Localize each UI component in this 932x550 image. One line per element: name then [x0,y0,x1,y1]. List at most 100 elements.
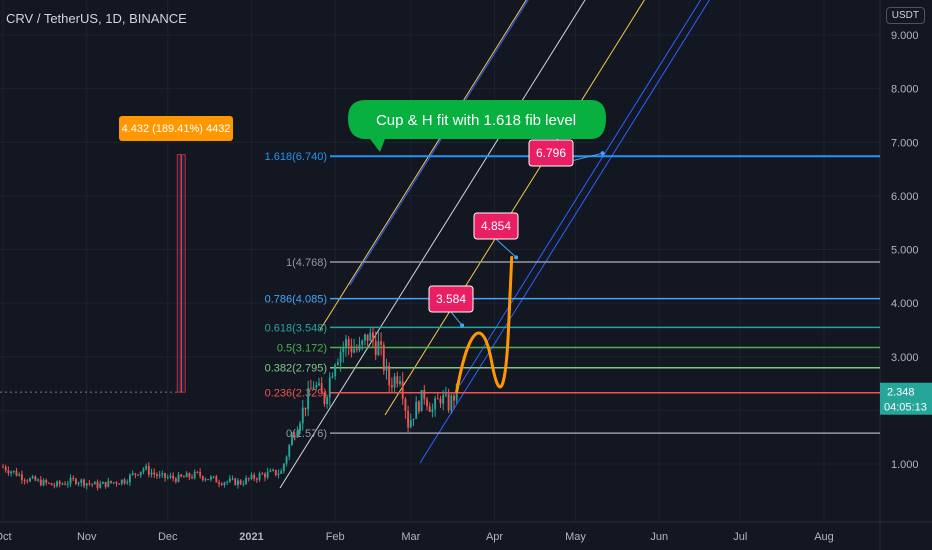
candle-body [401,381,404,400]
candle-body [442,395,445,404]
y-tick-label: 4.000 [891,298,919,310]
projected-path [455,255,514,394]
candle-body [450,395,453,411]
candle-body [85,483,88,486]
candle-body [261,473,264,475]
candle-body [453,395,455,401]
fib-level-label: 0.5(3.172) [277,343,327,355]
candle-body [182,476,185,478]
candle-body [280,471,283,474]
candle-body [274,469,277,476]
candle-body [174,478,177,482]
candle-body [250,474,253,479]
candle-body [112,482,115,484]
candle-body [153,472,156,475]
candle-body [34,476,37,481]
candle-body [420,390,423,412]
candle-body [77,482,80,484]
candle-body [104,481,107,487]
y-tick-label: 5.000 [891,245,919,257]
candle-body [120,479,123,484]
candle-body [142,468,145,472]
candle-body [393,376,396,388]
candle-body [107,480,110,487]
candle-body [326,397,329,405]
candle-body [272,469,275,471]
candle-body [269,470,272,472]
candle-body [409,419,412,428]
candle-body [64,483,67,485]
candle-body [172,475,175,479]
candle-body [304,407,307,410]
candle-body [61,483,64,485]
candle-body [255,478,258,480]
candle-body [83,479,85,486]
candle-body [426,399,428,407]
candle-body [436,398,439,400]
candle-body [72,477,75,479]
candle-body [56,481,58,487]
candle-body [199,471,202,477]
candle-body [334,364,337,377]
candle-body [358,344,361,350]
candle-body [412,418,415,420]
candle-body [169,475,172,478]
candle-body [134,473,137,475]
candle-body [196,471,199,473]
measure-label: 4.432 (189.41%) 4432 [122,123,231,135]
candle-body [42,480,45,486]
currency-badge[interactable]: USDT [885,7,925,24]
fib-level-label: 1.618(6.740) [265,151,327,163]
candle-body [417,401,420,412]
countdown-label: 04:05:13 [884,402,927,414]
candle-body [93,481,96,485]
candle-body [350,345,353,353]
candle-body [339,352,342,363]
candle-body [118,483,121,485]
candle-body [145,466,148,469]
candle-body [115,482,118,484]
channel-upper-line [349,0,529,286]
candle-body [188,473,191,478]
candle-body [331,376,334,378]
candle-body [139,471,142,476]
candle-body [10,471,13,474]
x-tick-label: Jul [733,531,747,543]
candle-body [439,398,442,404]
candle-body [47,482,50,484]
candle-body [423,390,426,400]
candle-body [91,483,94,485]
candle-body [45,480,48,483]
target-label: 3.584 [436,292,466,306]
candle-body [431,409,434,412]
candle-body [369,332,372,341]
fib-level-label: 0(1.576) [286,428,327,440]
candle-body [212,476,215,478]
candle-body [164,473,166,478]
candle-body [309,388,312,390]
candle-body [399,381,401,384]
candle-body [126,482,129,484]
channel-yellow-line [319,0,527,331]
candle-body [242,483,245,485]
candle-body [155,474,158,477]
candle-body [266,471,269,478]
target-point [514,255,519,260]
x-tick-label: Nov [77,531,97,543]
candle-body [237,480,239,486]
candle-body [88,483,91,485]
candle-body [18,474,21,476]
candle-body [342,347,345,353]
candle-body [12,470,15,472]
candle-body [20,474,23,480]
candle-body [137,474,139,476]
x-tick-label: 2021 [239,531,263,543]
candle-body [50,483,53,486]
candle-body [363,334,366,341]
candle-body [277,473,280,476]
candle-body [74,478,77,484]
candle-body [390,385,393,388]
candle-body [318,383,320,386]
candle-body [345,339,347,348]
